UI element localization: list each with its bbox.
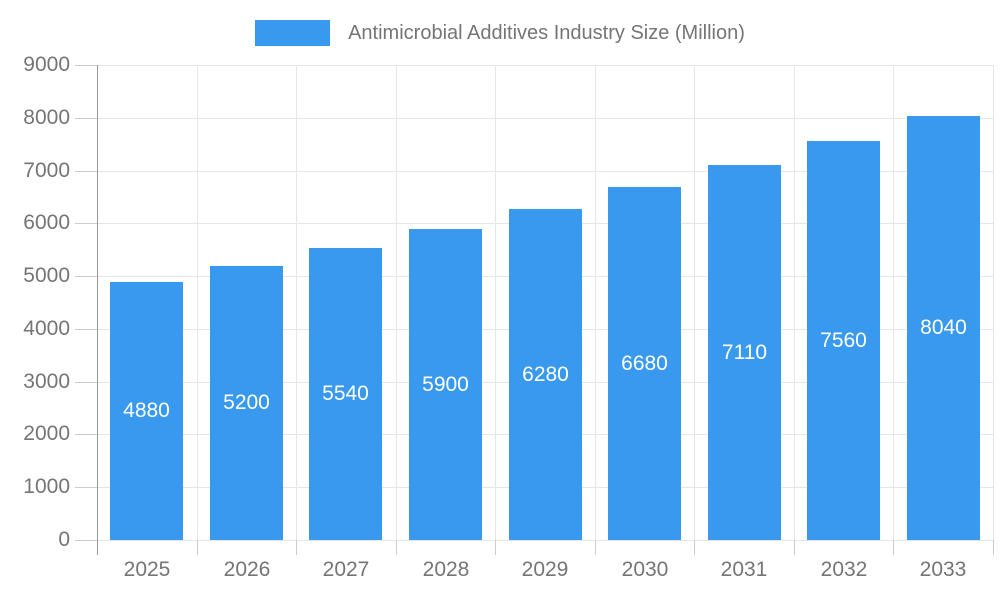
y-axis-tick — [75, 328, 97, 330]
bar-value-label: 6680 — [621, 351, 668, 375]
bar-value-label: 6280 — [522, 362, 569, 386]
bar-value-label: 7110 — [721, 340, 768, 364]
bar-value-label: 5540 — [322, 382, 369, 405]
bar-2027[interactable]: 5540 — [309, 248, 382, 540]
gridline-vertical — [197, 65, 198, 540]
gridline-vertical — [495, 65, 496, 540]
y-axis-label: 4000 — [23, 316, 70, 340]
y-axis-label: 5000 — [23, 264, 70, 288]
bar-2029[interactable]: 6280 — [509, 209, 582, 540]
gridline-vertical — [694, 65, 695, 540]
y-axis-label: 3000 — [23, 369, 70, 393]
bar-value-label: 5900 — [422, 372, 469, 396]
gridline-vertical — [595, 65, 596, 540]
y-axis-tick — [75, 117, 97, 119]
bar-2032[interactable]: 7560 — [807, 141, 880, 540]
x-axis-tick — [296, 540, 297, 555]
y-axis-tick — [75, 540, 97, 541]
x-axis-tick — [694, 540, 695, 555]
bar-2028[interactable]: 5900 — [409, 229, 482, 540]
bar-2026[interactable]: 5200 — [210, 266, 283, 540]
x-axis-tick — [794, 540, 795, 555]
x-axis-label: 2025 — [123, 558, 171, 581]
legend-label: Antimicrobial Additives Industry Size (M… — [348, 22, 745, 44]
x-axis-tick — [495, 540, 496, 555]
y-axis-label: 6000 — [23, 211, 70, 235]
y-axis-label: 0 — [58, 528, 70, 551]
y-axis-tick — [75, 170, 97, 172]
gridline-vertical — [993, 65, 994, 540]
gridline-vertical — [296, 65, 297, 540]
y-axis-tick — [75, 65, 97, 66]
y-axis-tick — [75, 434, 97, 436]
x-axis-label: 2029 — [521, 558, 569, 581]
y-axis-tick — [75, 487, 97, 489]
bar-2033[interactable]: 8040 — [907, 116, 980, 540]
y-axis-tick — [75, 381, 97, 383]
x-axis-label: 2026 — [223, 558, 271, 581]
y-axis-label: 9000 — [23, 53, 70, 76]
y-axis-label: 7000 — [23, 158, 70, 182]
bar-value-label: 4880 — [123, 399, 170, 422]
y-axis-tick — [75, 223, 97, 225]
gridline-vertical — [893, 65, 894, 540]
gridline-vertical — [794, 65, 795, 540]
x-axis-tick — [396, 540, 397, 555]
legend-swatch — [255, 20, 331, 46]
bar-value-label: 7560 — [820, 328, 867, 352]
y-axis-line — [97, 65, 98, 555]
bar-2030[interactable]: 6680 — [608, 187, 681, 540]
gridline-vertical — [396, 65, 397, 540]
bar-value-label: 8040 — [920, 316, 967, 339]
x-axis-label: 2033 — [919, 558, 967, 581]
bar-value-label: 5200 — [223, 391, 270, 414]
y-axis-tick — [75, 276, 97, 278]
gridline-horizontal — [97, 170, 993, 172]
x-axis-label: 2032 — [820, 558, 868, 581]
x-axis-tick — [197, 540, 198, 555]
x-axis-tick — [893, 540, 894, 555]
gridline-horizontal — [97, 117, 993, 119]
x-axis-label: 2031 — [720, 558, 768, 581]
gridline-horizontal — [97, 540, 993, 541]
x-axis-label: 2027 — [322, 558, 370, 581]
bar-2031[interactable]: 7110 — [708, 165, 781, 540]
plot-area: 4880 2025 5200 2026 5540 2027 5900 2028 6280 2029… — [97, 65, 994, 581]
x-axis-label: 2028 — [422, 558, 470, 581]
y-axis-label: 8000 — [23, 105, 70, 129]
x-axis-tick — [595, 540, 596, 555]
y-axis-label: 1000 — [23, 475, 70, 499]
bar-2025[interactable]: 4880 — [110, 282, 183, 540]
y-axis-label: 2000 — [23, 422, 70, 446]
legend[interactable]: Antimicrobial Additives Industry Size (M… — [0, 18, 1000, 48]
x-axis-tick — [993, 540, 994, 555]
gridline-horizontal — [97, 65, 993, 66]
x-axis-label: 2030 — [621, 558, 669, 581]
